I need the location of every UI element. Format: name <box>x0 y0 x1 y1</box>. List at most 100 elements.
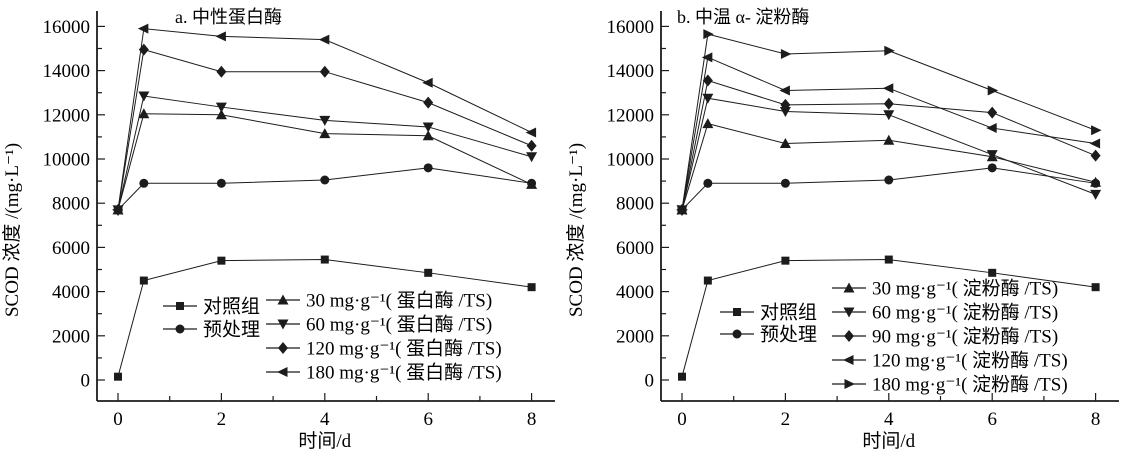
data-point-marker-triangle-down <box>526 152 538 163</box>
x-tick-label: 8 <box>527 409 537 430</box>
data-point-marker-triangle-left <box>882 83 894 94</box>
legend-label: 对照组 <box>760 302 817 324</box>
series-line-circle <box>681 167 1096 211</box>
data-point-marker-diamond <box>1090 149 1101 162</box>
data-point-marker-circle <box>320 175 330 185</box>
legend-label: 180 mg·g⁻¹( 蛋白酶 /TS) <box>306 362 502 384</box>
legend-marker-triangle-left <box>277 367 288 377</box>
data-point-marker-circle <box>703 178 713 188</box>
legend-marker-triangle-up <box>277 294 289 305</box>
series-line-circle <box>117 167 532 211</box>
data-point-marker-triangle-down <box>779 106 791 117</box>
data-point-marker-triangle-right <box>677 204 688 215</box>
data-point-marker-square <box>781 256 790 265</box>
data-point-marker-triangle-up <box>883 134 895 145</box>
x-axis-label: 时间/d <box>298 430 351 452</box>
data-point-marker-triangle-left <box>318 34 330 45</box>
data-point-marker-triangle-right <box>884 45 895 56</box>
legend-marker-triangle-left <box>843 355 854 365</box>
data-point-marker-triangle-left <box>986 123 997 134</box>
series-line-triangle-left <box>117 28 532 210</box>
data-point-marker-triangle-left <box>1089 138 1101 149</box>
data-point-marker-triangle-up <box>779 138 791 149</box>
data-point-marker-square <box>139 276 148 285</box>
series-line-triangle-left <box>681 56 1096 210</box>
legend-entry: 60 mg·g⁻¹( 淀粉酶 /TS) <box>832 302 1058 324</box>
legend-label: 30 mg·g⁻¹( 蛋白酶 /TS) <box>306 290 492 312</box>
data-point-marker-triangle-up <box>319 128 331 139</box>
y-tick-label: 14000 <box>43 61 91 82</box>
legend-label: 对照组 <box>203 296 260 318</box>
data-point-marker-triangle-left <box>112 204 123 215</box>
x-tick-label: 2 <box>217 409 227 430</box>
data-point-marker-triangle-right <box>1091 125 1102 136</box>
data-point-marker-square <box>678 372 686 381</box>
legend-entry: 30 mg·g⁻¹( 淀粉酶 /TS) <box>832 278 1058 300</box>
data-point-marker-square <box>320 255 329 264</box>
data-point-marker-triangle-down <box>319 115 331 126</box>
data-point-marker-square <box>527 283 536 292</box>
y-tick-label: 4000 <box>52 282 90 303</box>
y-tick-label: 10000 <box>43 150 91 171</box>
legend-marker-diamond <box>844 330 854 342</box>
data-point-marker-diamond <box>216 65 227 78</box>
legend-marker-triangle-down <box>843 307 855 318</box>
y-tick-label: 0 <box>645 371 655 392</box>
legend-marker-triangle-down <box>277 319 289 330</box>
data-point-marker-triangle-right <box>987 85 999 96</box>
legend-marker-diamond <box>278 342 288 354</box>
y-axis-label: SCOD 浓度 /(mg·L⁻¹) <box>1 143 23 317</box>
legend-entry: 60 mg·g⁻¹( 蛋白酶 /TS) <box>266 314 492 336</box>
legend-label: 预处理 <box>760 324 817 346</box>
data-point-marker-triangle-left <box>701 52 713 63</box>
y-tick-label: 2000 <box>52 326 90 347</box>
data-point-marker-triangle-up <box>526 178 538 189</box>
x-tick-label: 0 <box>113 409 123 430</box>
x-tick-label: 4 <box>320 409 330 430</box>
legend-entry: 预处理 <box>720 324 817 346</box>
legend-label: 90 mg·g⁻¹( 淀粉酶 /TS) <box>872 326 1058 348</box>
x-tick-label: 4 <box>884 409 894 430</box>
data-point-marker-triangle-down <box>986 150 998 161</box>
chart-title: b. 中温 α- 淀粉酶 <box>677 7 809 27</box>
x-tick-label: 2 <box>781 409 791 430</box>
data-point-marker-diamond <box>423 96 434 109</box>
data-point-marker-triangle-up <box>1090 176 1102 187</box>
data-point-marker-diamond <box>883 97 894 110</box>
y-tick-label: 14000 <box>607 61 655 82</box>
data-point-marker-triangle-left <box>422 77 433 88</box>
legend-entry: 180 mg·g⁻¹( 淀粉酶 /TS) <box>832 374 1068 396</box>
y-tick-label: 12000 <box>43 105 91 126</box>
series-line-triangle-up <box>117 113 532 210</box>
series-line-triangle-right <box>681 33 1096 210</box>
data-point-marker-triangle-left <box>137 23 149 34</box>
data-point-marker-triangle-up <box>215 109 227 120</box>
data-point-marker-triangle-down <box>883 110 895 121</box>
data-point-marker-circle <box>423 163 433 173</box>
x-tick-label: 0 <box>677 409 687 430</box>
data-point-marker-triangle-left <box>779 85 790 96</box>
data-point-marker-square <box>884 255 893 264</box>
x-tick-label: 6 <box>423 409 433 430</box>
data-point-marker-triangle-down <box>422 122 434 133</box>
data-point-marker-diamond <box>319 65 330 78</box>
y-tick-label: 8000 <box>616 194 654 215</box>
legend-entry: 90 mg·g⁻¹( 淀粉酶 /TS) <box>832 326 1058 348</box>
legend-label: 120 mg·g⁻¹( 淀粉酶 /TS) <box>872 350 1068 372</box>
x-axis-label: 时间/d <box>862 430 915 452</box>
data-point-marker-circle <box>884 175 894 185</box>
legend-entry: 180 mg·g⁻¹( 蛋白酶 /TS) <box>266 362 502 384</box>
data-point-marker-triangle-down <box>215 102 227 113</box>
data-point-marker-diamond <box>780 98 791 111</box>
data-point-marker-circle <box>987 163 997 173</box>
data-point-marker-square <box>424 268 433 277</box>
y-tick-label: 6000 <box>616 238 654 259</box>
chart-title: a. 中性蛋白酶 <box>175 7 282 27</box>
chart-panel-a-neutral-protease: 0 2000 4000 6000 8000 10000 12000 14000 16000 0 2 4… <box>1 7 555 452</box>
data-point-marker-triangle-right <box>780 49 792 60</box>
data-point-marker-circle <box>780 178 790 188</box>
y-tick-label: 12000 <box>607 105 655 126</box>
data-point-marker-circle <box>139 178 149 188</box>
legend-marker-circle <box>175 324 185 334</box>
